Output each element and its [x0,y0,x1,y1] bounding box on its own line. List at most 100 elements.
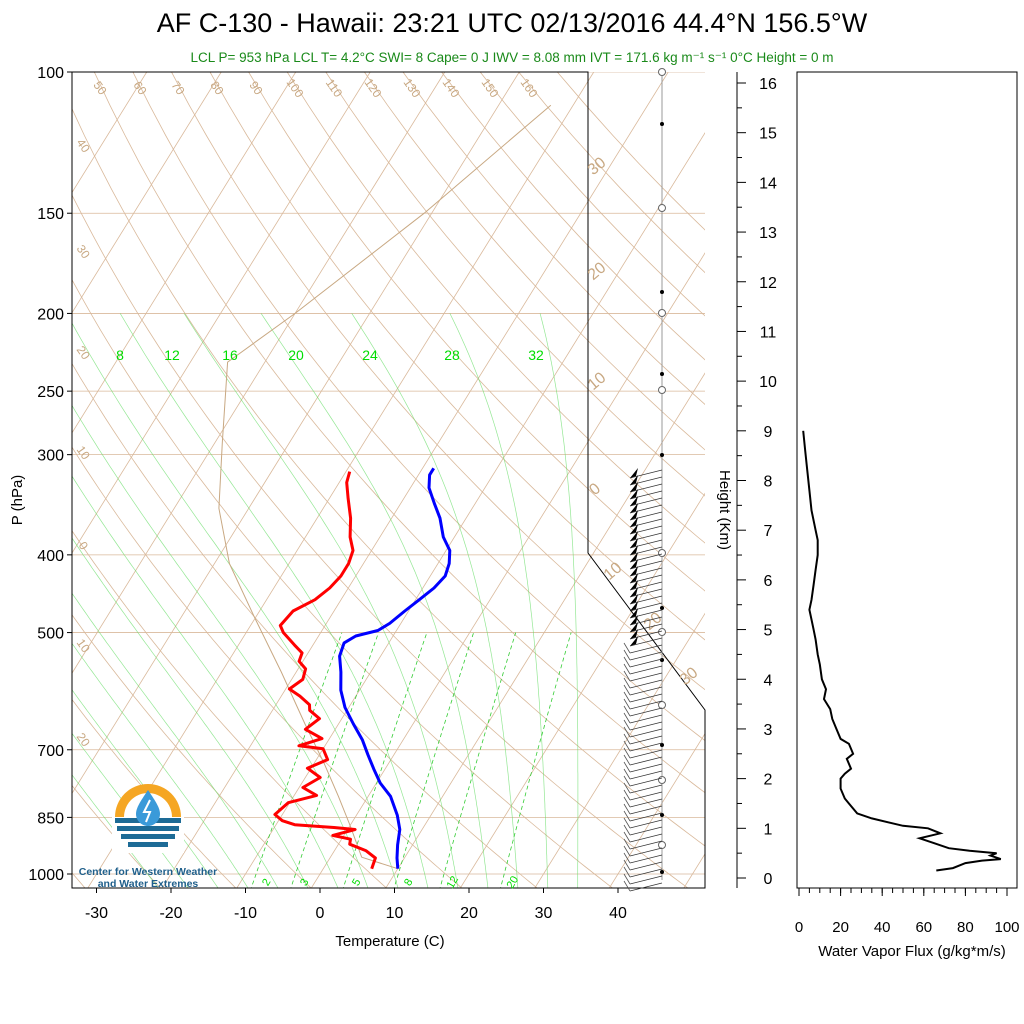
wind-barb-feather [623,831,631,843]
wind-barb [629,637,663,647]
wind-barb-flag [630,517,638,527]
skewt-background [72,72,705,888]
flux-frame [796,71,1018,889]
isotherm-line [72,72,520,795]
wind-barb-feather [623,712,631,724]
wind-barb [629,567,663,577]
wind-barb-feather [623,768,631,780]
wind-barb [629,504,663,514]
dry-adiabat [286,72,705,544]
pressure-tick-label: 1000 [28,867,64,884]
mixing-ratio-low-label: 20 [505,874,522,891]
wind-barb [629,875,663,885]
wind-barb-feather [623,880,631,892]
wind-barb-flag [630,524,638,534]
mixing-ratio-low-label: 8 [402,877,415,888]
temperature-tick-label: -30 [85,905,108,922]
temperature-tick-label: -10 [234,905,257,922]
wind-barb-flag [630,566,638,576]
wind-barb [629,791,663,801]
moist-adiabat [72,592,279,888]
dry-adiabat-label: 60 [130,79,149,98]
isotherm-right-label: 10 [601,559,626,584]
wind-barb-feather [623,761,631,773]
barb-calm-marker [658,386,666,394]
wind-barb-feather [623,691,631,703]
wind-barb [629,826,663,836]
wind-barb-feather [623,852,631,864]
logo-line-1: Center for Western Weather [78,866,218,878]
isotherm-line [161,72,669,888]
dry-adiabat [479,72,705,317]
temperature-tick-label: 20 [460,905,478,922]
wind-barb-feather [623,698,631,710]
pressure-tick-label: 100 [37,65,64,82]
wind-barb [629,861,663,871]
wind-barb [629,497,663,507]
moist-adiabat [260,313,489,888]
wind-barb [629,763,663,773]
pressure-tick-label: 250 [37,384,64,401]
wind-barb [629,581,663,591]
wind-barb [629,616,663,626]
dry-adiabat-label: 80 [207,79,226,98]
wind-barb [629,714,663,724]
flux-tick-label: 60 [915,919,932,936]
wind-barb-feather [623,775,631,787]
isotherm-line [72,72,371,554]
barb-calm-marker [658,204,666,212]
wind-barb [629,602,663,612]
wind-barb [629,630,663,640]
temperature-curve [273,471,377,870]
isotherm-left-label: 10 [74,443,93,462]
wind-barb-flag [630,545,638,555]
wind-barb [629,847,663,857]
wind-barb-flag [630,636,638,646]
wind-barb-flag [630,608,638,618]
flux-tick-label: 20 [832,919,849,936]
isotherm-left-label: 10 [74,636,93,655]
wind-barb-feather [623,796,631,808]
pressure-tick-label: 150 [37,206,64,223]
wind-barb-flag [630,489,638,499]
mixing-ratio-line [250,632,343,888]
wind-barb [629,490,663,500]
wind-barb [629,833,663,843]
isotherm-left-label: 20 [74,343,93,362]
wind-barb [629,700,663,710]
barb-dot [660,743,664,747]
wind-barb [629,588,663,598]
wind-barb-flag [630,594,638,604]
mixing-ratio-label: 24 [362,347,378,363]
barb-dot [660,372,664,376]
wind-barb [629,721,663,731]
wind-barb-flag [630,615,638,625]
wind-barb [629,854,663,864]
barb-calm-marker [658,701,666,709]
dry-adiabat [72,278,614,888]
wind-barb [629,553,663,563]
dry-adiabat-label: 90 [246,79,265,98]
temperature-tick-label: -20 [159,905,182,922]
wind-barb-feather [623,782,631,794]
isotherm-right-label: 0 [586,480,604,499]
wind-barb-feather [623,754,631,766]
dry-adiabat [248,72,705,592]
pressure-tick-label: 200 [37,306,64,323]
height-tick-label: 5 [764,623,773,640]
pressure-tick-label: 700 [37,743,64,760]
wind-barb [629,777,663,787]
isotherm-left-label: 40 [74,136,93,155]
wind-barb [629,679,663,689]
flux-tick-label: 100 [994,919,1019,936]
wind-barb [629,770,663,780]
wind-barb [629,658,663,668]
height-axis-label: Height (Km) [716,470,733,550]
flux-axis-label: Water Vapor Flux (g/kg*m/s) [818,943,1006,960]
wind-barb [629,525,663,535]
wind-barb [629,665,663,675]
height-tick-label: 13 [759,225,777,242]
wind-barb [629,840,663,850]
x-axis-label: Temperature (C) [335,933,444,950]
